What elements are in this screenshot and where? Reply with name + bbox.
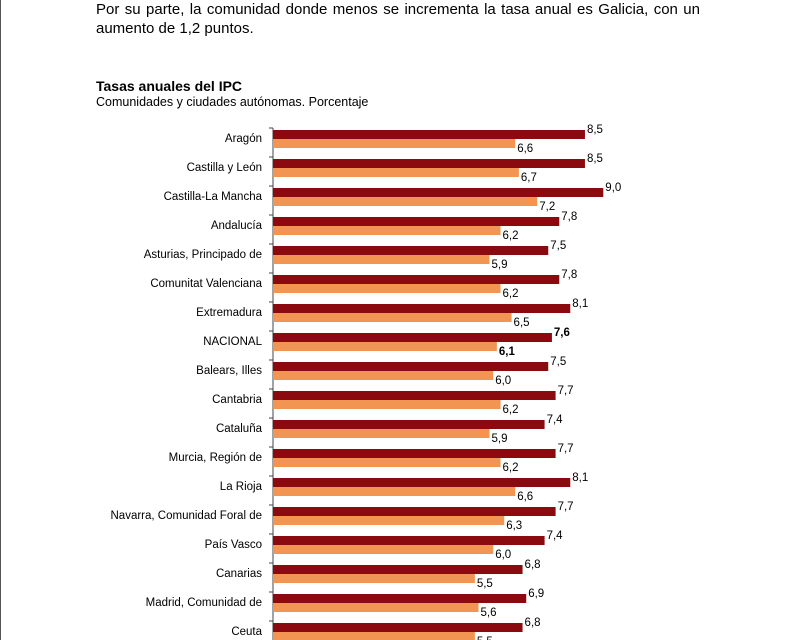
- data-label: 5,5: [477, 636, 493, 640]
- data-label: 7,6: [554, 327, 570, 339]
- category-label: Extremadura: [196, 307, 262, 319]
- intro-paragraph: Por su parte, la comunidad donde menos s…: [96, 1, 700, 37]
- page-left-border: [0, 0, 1, 640]
- data-label: 8,1: [572, 298, 588, 310]
- bar-series-a: [273, 362, 549, 371]
- category-label: Castilla y León: [187, 162, 262, 174]
- data-label: 6,2: [503, 230, 519, 242]
- bar-series-b: [273, 487, 516, 496]
- bar-series-a: [273, 217, 560, 226]
- bar-series-a: [273, 130, 585, 139]
- data-label: 6,9: [528, 588, 544, 600]
- data-label: 6,5: [514, 317, 530, 329]
- chart-subtitle: Comunidades y ciudades autónomas. Porcen…: [96, 95, 369, 109]
- category-label: Castilla-La Mancha: [164, 191, 263, 203]
- data-label: 6,3: [506, 520, 522, 532]
- category-label: Cantabria: [212, 394, 262, 406]
- data-label: 6,2: [503, 404, 519, 416]
- category-label: Navarra, Comunidad Foral de: [111, 510, 263, 522]
- data-label: 7,7: [558, 385, 574, 397]
- bar-series-b: [273, 313, 512, 322]
- bar-series-a: [273, 507, 556, 516]
- data-label: 6,8: [525, 617, 541, 629]
- data-label: 5,6: [481, 607, 497, 619]
- data-label: 6,0: [495, 375, 511, 387]
- category-label: Comunitat Valenciana: [150, 278, 262, 290]
- category-label: Cataluña: [216, 423, 263, 435]
- bar-series-a: [273, 420, 545, 429]
- bar-series-b: [273, 168, 519, 177]
- data-label: 9,0: [605, 182, 621, 194]
- bar-series-b: [273, 516, 505, 525]
- category-label: Canarias: [216, 568, 262, 580]
- bar-series-b: [273, 603, 479, 612]
- data-label: 6,8: [525, 559, 541, 571]
- bar-series-a: [273, 275, 560, 284]
- data-label: 7,5: [550, 240, 566, 252]
- category-label: Balears, Illes: [196, 365, 262, 377]
- data-label: 6,6: [517, 143, 533, 155]
- category-label: País Vasco: [205, 539, 262, 551]
- data-label: 7,8: [561, 211, 577, 223]
- category-label: La Rioja: [220, 481, 263, 493]
- bar-series-a: [273, 594, 527, 603]
- bar-series-a: [273, 536, 545, 545]
- data-label: 7,5: [550, 356, 566, 368]
- data-label: 7,8: [561, 269, 577, 281]
- bar-series-b: [273, 342, 497, 351]
- bar-series-b: [273, 429, 490, 438]
- category-label: Asturias, Principado de: [144, 249, 262, 261]
- bar-series-b: [273, 371, 494, 380]
- bar-series-b: [273, 632, 475, 640]
- data-label: 7,2: [539, 201, 555, 213]
- bar-series-a: [273, 449, 556, 458]
- bar-series-a: [273, 565, 523, 574]
- bar-series-b: [273, 574, 475, 583]
- bar-series-a: [273, 333, 552, 342]
- data-label: 7,4: [547, 530, 564, 542]
- data-label: 6,2: [503, 288, 519, 300]
- category-label: NACIONAL: [203, 336, 262, 348]
- bar-series-a: [273, 391, 556, 400]
- bar-series-b: [273, 458, 501, 467]
- data-label: 7,7: [558, 443, 574, 455]
- bar-series-b: [273, 400, 501, 409]
- bar-series-b: [273, 284, 501, 293]
- bar-series-b: [273, 255, 490, 264]
- data-label: 5,9: [492, 259, 508, 271]
- data-label: 8,5: [587, 153, 603, 165]
- category-label: Aragón: [225, 133, 262, 145]
- data-label: 6,0: [495, 549, 511, 561]
- data-label: 7,7: [558, 501, 574, 513]
- bar-series-a: [273, 246, 549, 255]
- bar-series-a: [273, 304, 571, 313]
- bar-series-b: [273, 197, 538, 206]
- data-label: 6,6: [517, 491, 533, 503]
- category-label: Ceuta: [231, 626, 262, 638]
- data-label: 6,2: [503, 462, 519, 474]
- bar-series-b: [273, 226, 501, 235]
- data-label: 8,1: [572, 472, 588, 484]
- data-label: 8,5: [587, 124, 603, 136]
- category-label: Murcia, Región de: [169, 452, 262, 464]
- category-label: Andalucía: [211, 220, 263, 232]
- bar-series-a: [273, 159, 585, 168]
- data-label: 6,7: [521, 172, 537, 184]
- chart-title: Tasas anuales del IPC: [96, 78, 243, 94]
- bar-series-a: [273, 478, 571, 487]
- bar-series-a: [273, 188, 604, 197]
- category-label: Madrid, Comunidad de: [146, 597, 262, 609]
- data-label: 5,5: [477, 578, 493, 590]
- data-label: 7,4: [547, 414, 564, 426]
- bar-series-b: [273, 545, 494, 554]
- bar-series-b: [273, 139, 516, 148]
- data-label: 6,1: [499, 346, 516, 358]
- bar-series-a: [273, 623, 523, 632]
- data-label: 5,9: [492, 433, 508, 445]
